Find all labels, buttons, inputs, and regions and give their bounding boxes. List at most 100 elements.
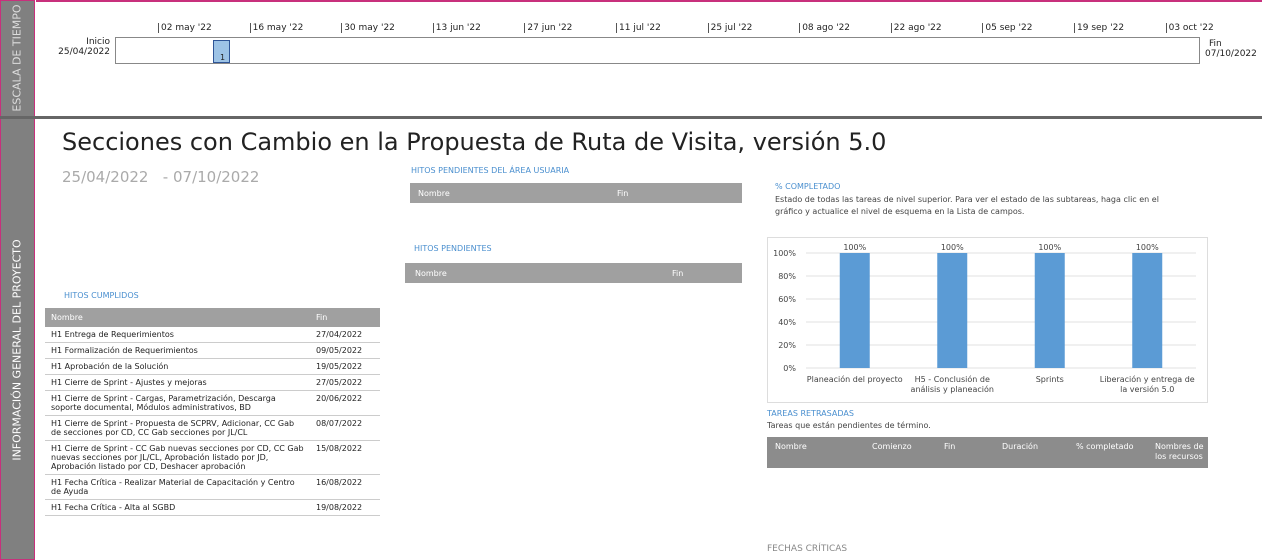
cell: H1 Aprobación de la Solución xyxy=(45,358,310,375)
overview-bar xyxy=(0,118,35,560)
end-label: Fin xyxy=(1209,39,1222,49)
section-divider xyxy=(0,116,1262,119)
tick-label: 05 sep '22 xyxy=(985,23,1033,33)
tick-line xyxy=(341,23,343,33)
col: Duración xyxy=(1002,442,1039,451)
start: 25/04/2022 xyxy=(62,168,149,186)
timescale-label: ESCALA DE TIEMPO xyxy=(10,4,24,112)
start-label: Inicio xyxy=(86,37,110,47)
milestones-table: Nombre Fin H1 Entrega de Requerimientos 27/… xyxy=(45,308,380,516)
row: H1 Cierre de Sprint - Propuesta de SCPRV… xyxy=(45,415,380,441)
end: 07/10/2022 xyxy=(172,168,260,186)
top-border xyxy=(36,0,1262,2)
table-header: Nombre Fin xyxy=(405,263,742,283)
tick-label: 13 jun '22 xyxy=(435,23,481,33)
x-tick-label: Sprints xyxy=(1035,375,1064,384)
sep: - xyxy=(162,168,169,186)
x-tick-label: H5 - Conclusión de análisis y planeación xyxy=(910,375,994,394)
chart-frame: 0% 20% 40% 60% 80% 100% 100% 100% 100% 100% Plane… xyxy=(767,237,1208,403)
row: H1 Entrega de Requerimientos 27/04/2022 xyxy=(45,327,380,343)
section-desc: Estado de todas las tareas de nivel supe… xyxy=(775,195,1159,216)
tick-label: 22 ago '22 xyxy=(893,23,942,33)
cell: 27/04/2022 xyxy=(310,327,380,343)
y-tick-label: 40% xyxy=(778,318,796,327)
milestone: 1 xyxy=(213,40,230,63)
col: Nombre xyxy=(415,269,447,278)
tick-line xyxy=(616,23,617,33)
section-title: % COMPLETADO xyxy=(775,182,841,191)
col: Nombre xyxy=(51,313,83,322)
tick-label: 11 jul '22 xyxy=(619,23,661,33)
col: Fin xyxy=(617,189,629,198)
x-tick-label: Planeación del proyecto xyxy=(806,375,903,384)
tick-line xyxy=(1165,23,1167,33)
cell: 16/08/2022 xyxy=(310,474,380,500)
section-title: HITOS PENDIENTES DEL ÁREA USUARIA xyxy=(411,166,570,175)
tick-label: 27 jun '22 xyxy=(527,23,573,33)
cell: H1 Fecha Crítica - Alta al SGBD xyxy=(45,499,310,516)
tick-line xyxy=(524,23,526,33)
cell: H1 Cierre de Sprint - Propuesta de SCPRV… xyxy=(45,415,310,441)
y-tick-label: 60% xyxy=(778,295,796,304)
section-title: HITOS PENDIENTES xyxy=(414,244,492,253)
cell: 08/07/2022 xyxy=(310,415,380,441)
row: H1 Cierre de Sprint - Ajustes y mejoras 2… xyxy=(45,374,380,391)
tick-label: 02 may '22 xyxy=(161,23,212,33)
tick-label: 03 oct '22 xyxy=(1168,23,1214,33)
tick-line xyxy=(707,23,709,33)
tick-label: 30 may '22 xyxy=(344,23,395,33)
y-tick-label: 100% xyxy=(773,249,796,258)
cell: 09/05/2022 xyxy=(310,342,380,359)
section-title: TAREAS RETRASADAS xyxy=(767,409,854,418)
cell: H1 Formalización de Requerimientos xyxy=(45,342,310,359)
overview-label: INFORMACIÓN GENERAL DEL PROYECTO xyxy=(10,239,24,461)
col: % completado xyxy=(1076,442,1134,451)
value-label: 100% xyxy=(941,243,964,252)
col: Comienzo xyxy=(872,442,912,451)
timeline-start: Inicio 25/04/2022 xyxy=(58,37,110,57)
tick-line xyxy=(799,23,801,33)
row: H1 Fecha Crítica - Alta al SGBD 19/08/202… xyxy=(45,499,380,516)
value-label: 100% xyxy=(1136,243,1159,252)
cell: 20/06/2022 xyxy=(310,390,380,416)
bar xyxy=(839,253,870,368)
col: Fin xyxy=(316,313,328,322)
tick-line xyxy=(1074,23,1075,33)
end-date: 07/10/2022 xyxy=(1205,49,1257,59)
timescale-bar xyxy=(0,0,35,117)
table-header: Nombre Fin xyxy=(410,183,742,203)
y-tick-label: 80% xyxy=(778,272,796,281)
chart: 0% 20% 40% 60% 80% 100% 100% 100% 100% 100% xyxy=(773,243,1196,373)
tick-label: 16 may '22 xyxy=(252,23,304,33)
row: H1 Cierre de Sprint - CC Gab nuevas secc… xyxy=(45,440,380,475)
cell: 15/08/2022 xyxy=(310,440,380,475)
timeline-box xyxy=(115,37,1200,64)
tick-label: 19 sep '22 xyxy=(1077,23,1125,33)
cell: H1 Cierre de Sprint - Ajustes y mejoras xyxy=(45,374,310,391)
milestone-label: 1 xyxy=(220,53,226,62)
x-tick-label: Liberación y entrega de la versión 5.0 xyxy=(1099,375,1195,394)
col: Nombre xyxy=(775,442,807,451)
row: H1 Formalización de Requerimientos 09/05/… xyxy=(45,342,380,359)
tick-line xyxy=(432,23,434,33)
cell: 19/08/2022 xyxy=(310,499,380,516)
col: Nombres de los recursos xyxy=(1155,442,1204,461)
tick-label: 25 jul '22 xyxy=(710,23,753,33)
row: H1 Fecha Crítica - Realizar Material de … xyxy=(45,474,380,500)
row: H1 Cierre de Sprint - Cargas, Parametriz… xyxy=(45,390,380,416)
start-date: 25/04/2022 xyxy=(58,47,110,57)
cell: H1 Cierre de Sprint - Cargas, Parametriz… xyxy=(45,390,310,416)
timeline-end: Fin 07/10/2022 xyxy=(1205,39,1257,59)
bar xyxy=(937,253,968,368)
header-row: Nombre Fin xyxy=(45,308,380,327)
cell: H1 Cierre de Sprint - CC Gab nuevas secc… xyxy=(45,440,310,475)
section-title: HITOS CUMPLIDOS xyxy=(64,291,139,300)
table-header: Nombre Comienzo Fin Duración % completado Nom… xyxy=(767,437,1208,468)
tick-line xyxy=(890,23,892,33)
tick-line xyxy=(249,23,251,33)
row: H1 Aprobación de la Solución 19/05/2022 xyxy=(45,358,380,375)
report-dates: 25/04/2022 - 07/10/2022 xyxy=(62,168,259,186)
cell: 27/05/2022 xyxy=(310,374,380,391)
tick-label: 08 ago '22 xyxy=(802,23,851,33)
bar xyxy=(1132,253,1163,368)
